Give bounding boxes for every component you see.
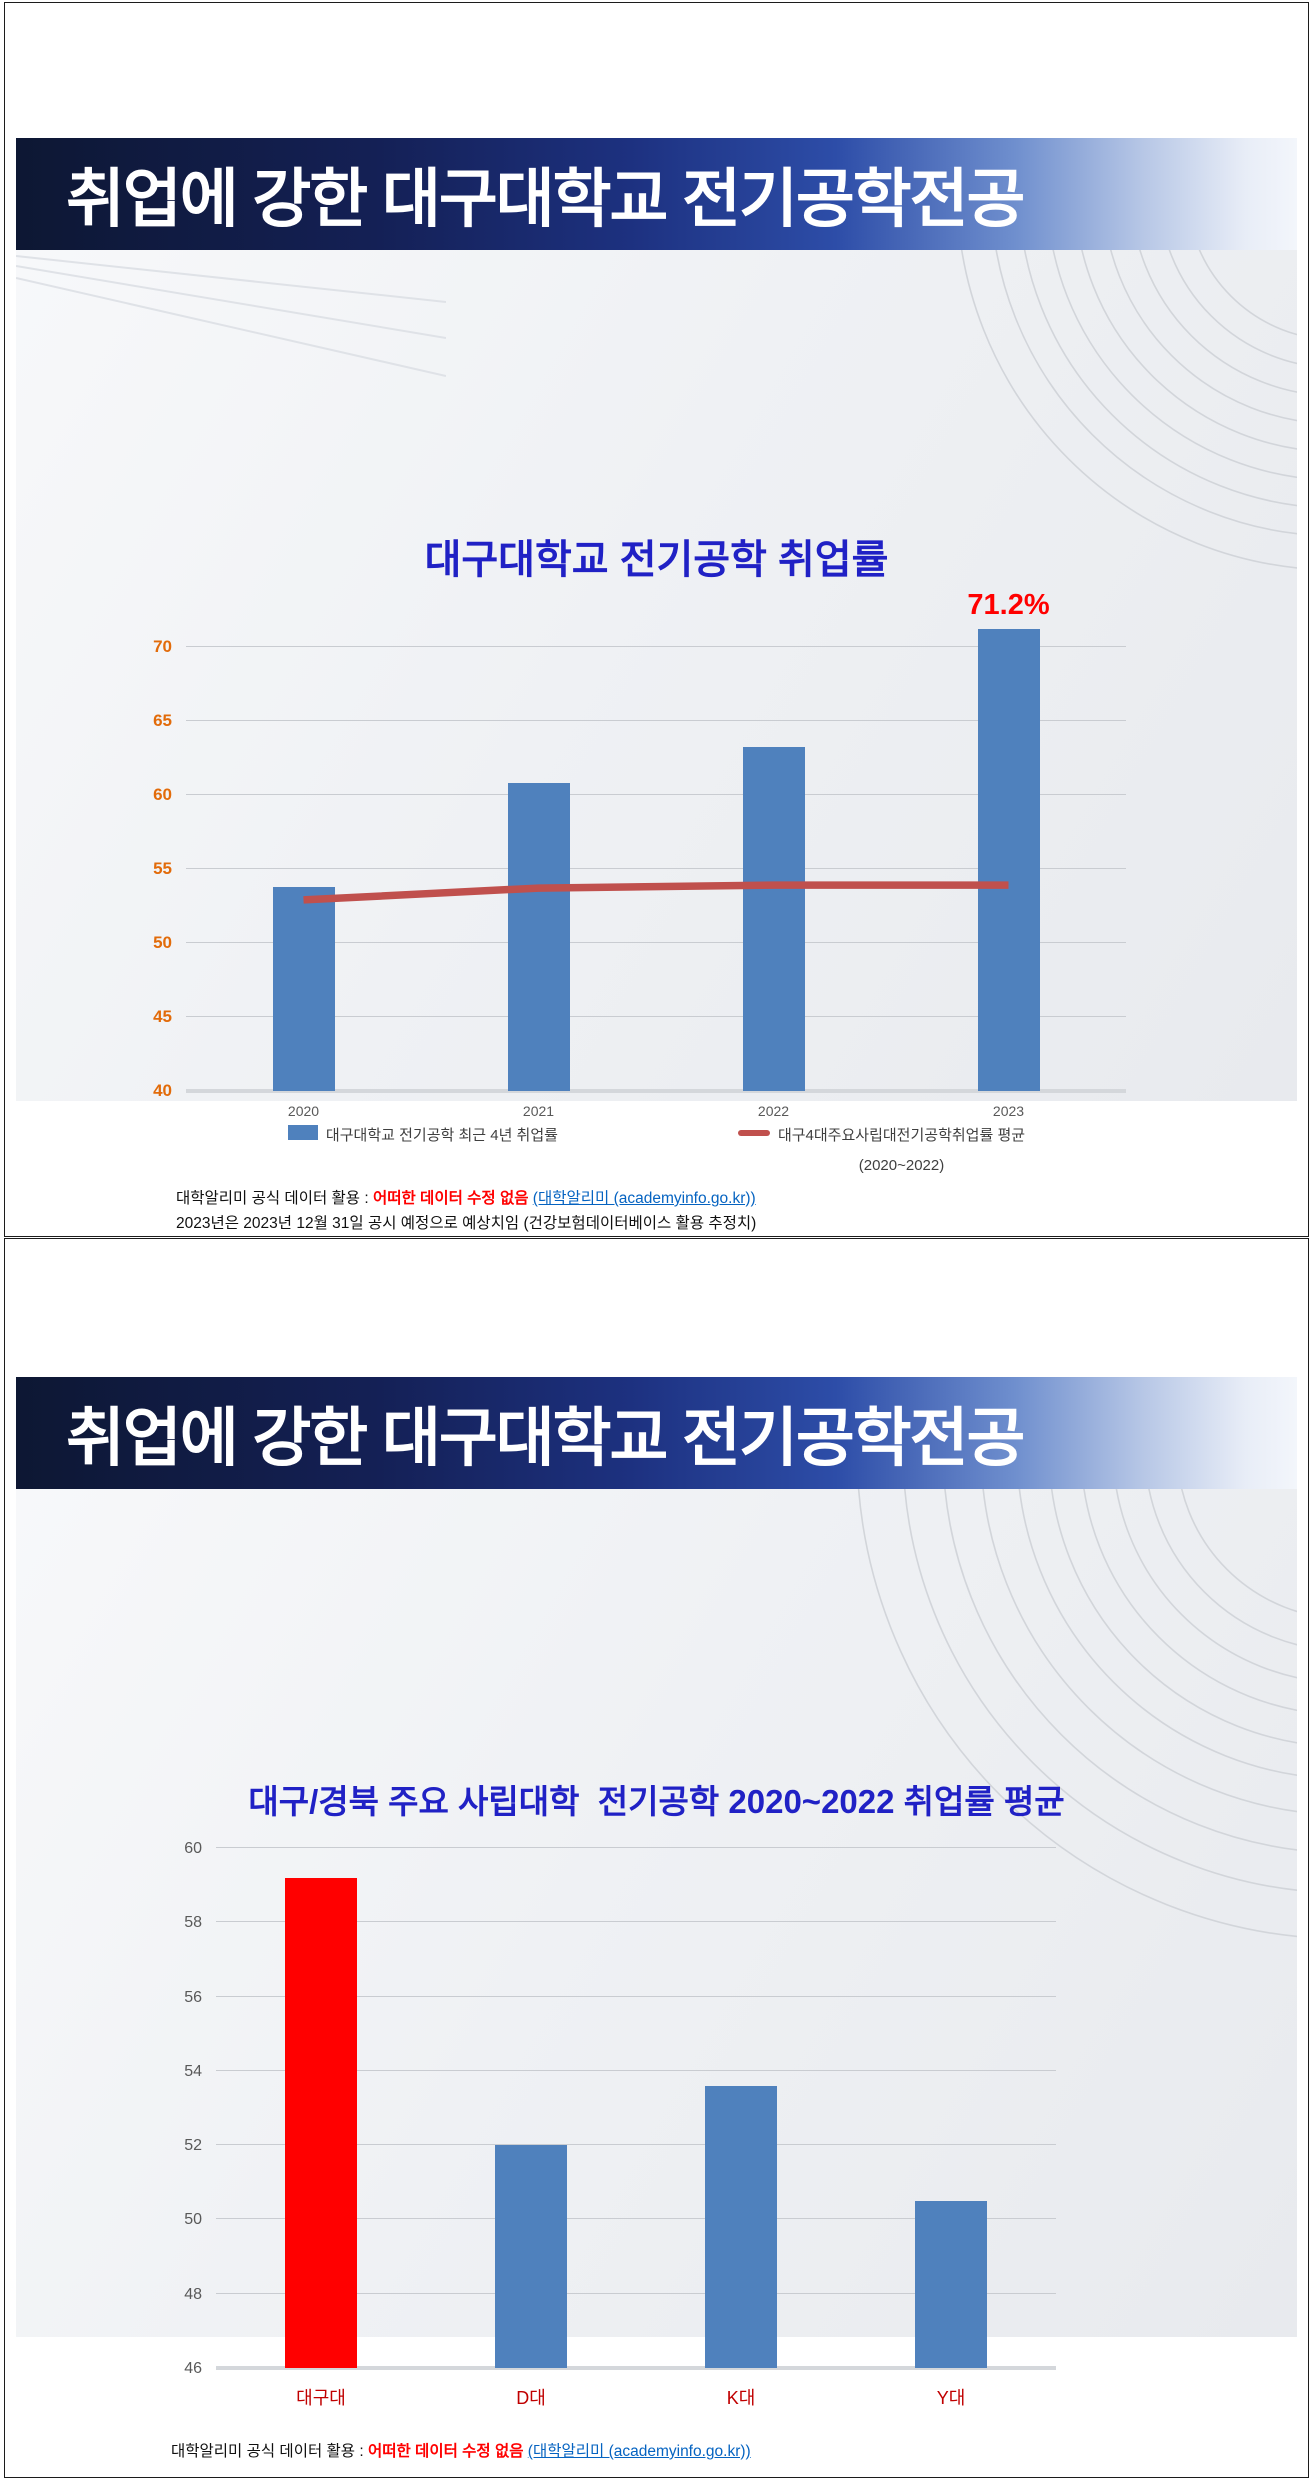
x-axis-tick-label: K대: [726, 2388, 756, 2408]
bar-Y대: [915, 2200, 987, 2368]
y-axis-tick-label: 65: [153, 710, 172, 730]
gridline: [186, 867, 1126, 869]
y-axis-tick-label: 55: [153, 858, 172, 878]
slide-1-footnote: 대학알리미 공식 데이터 활용 : 어떠한 데이터 수정 없음 (대학알리미 (…: [176, 1186, 756, 1236]
gridline: [216, 1921, 1056, 1923]
trend-line: [186, 617, 1126, 1091]
footnote-line-2: 2023년은 2023년 12월 31일 공시 예정으로 예상치임 (건강보험데…: [176, 1215, 757, 1232]
y-axis-tick-label: 40: [153, 1081, 172, 1100]
slide-2: 취업에 강한 대구대학교 전기공학전공 대구/경북 주요 사립대학 전기공학 2…: [4, 1238, 1309, 2478]
bar-2023: [977, 628, 1040, 1091]
x-axis-tick-label: 대구대: [296, 2388, 346, 2408]
line-series-swatch-icon: [737, 1130, 770, 1136]
footnote-no-edit-notice: 어떠한 데이터 수정 없음: [367, 2443, 528, 2460]
university-comparison-chart: 46 48 50 52 54 56 58 60 대구대 D대 K대 Y대: [184, 1837, 1056, 2408]
y-axis-tick-label: 46: [184, 2360, 202, 2377]
gridline: [216, 2144, 1056, 2146]
legend-item-bar-series: 대구대학교 전기공학 최근 4년 취업률: [287, 1124, 558, 1174]
y-axis-tick-label: 56: [184, 1988, 202, 2006]
bar-2021: [507, 782, 570, 1091]
slide-1: 취업에 강한 대구대학교 전기공학전공 대구대학교 전기공학: [4, 2, 1309, 1237]
y-axis-tick-label: 52: [184, 2137, 202, 2155]
footnote-line-1: 대학알리미 공식 데이터 활용 : 어떠한 데이터 수정 없음 (대학알리미 (…: [176, 1186, 756, 1211]
academyinfo-link[interactable]: (대학알리미 (academyinfo.go.kr)): [532, 1190, 756, 1207]
footnote-no-edit-notice: 어떠한 데이터 수정 없음: [372, 1190, 533, 1207]
y-axis-tick-label: 48: [184, 2285, 202, 2303]
slide-2-footnote: 대학알리미 공식 데이터 활용 : 어떠한 데이터 수정 없음 (대학알리미 (…: [171, 2439, 751, 2464]
chart-1-legend: 대구대학교 전기공학 최근 4년 취업률 대구4대주요사립대전기공학취업률 평균…: [16, 1124, 1297, 1174]
chart-2-title: 대구/경북 주요 사립대학 전기공학 2020~2022 취업률 평균: [248, 1783, 1065, 1820]
bar-K대: [705, 2085, 777, 2368]
gridline: [186, 793, 1126, 795]
y-axis-tick-label: 50: [184, 2211, 202, 2229]
bar-2022: [742, 747, 805, 1091]
x-axis-tick-label: 2022: [757, 1103, 790, 1119]
y-axis-tick-label: 60: [153, 784, 172, 804]
line-series-sublabel: (2020~2022): [858, 1157, 945, 1174]
slide-1-title-banner: 취업에 강한 대구대학교 전기공학전공: [16, 138, 1297, 250]
decorative-rays-icon: [16, 255, 446, 377]
gridline: [216, 2069, 1056, 2071]
bar-2020: [272, 886, 335, 1091]
y-axis-tick-label: 58: [184, 1914, 202, 1932]
gridline: [216, 1995, 1056, 1997]
x-axis-tick-label: 2021: [522, 1103, 555, 1119]
x-axis-tick-label: D대: [516, 2388, 546, 2408]
x-axis-tick-label: 2020: [287, 1103, 320, 1119]
footnote-source-text: 대학알리미 공식 데이터 활용 :: [176, 1190, 373, 1207]
x-axis-tick-label: Y대: [936, 2388, 966, 2408]
academyinfo-link[interactable]: (대학알리미 (academyinfo.go.kr)): [527, 2443, 751, 2460]
line-series-label: 대구4대주요사립대전기공학취업률 평균: [777, 1127, 1026, 1144]
employment-rate-trend-chart: 40 45 50 55 60 65 70 2020 2021 2022 2023 71.2%: [153, 589, 1126, 1119]
banner-title: 취업에 강한 대구대학교 전기공학전공: [66, 1402, 1025, 1474]
bar-series-swatch-icon: [287, 1125, 318, 1140]
footnote-source-text: 대학알리미 공식 데이터 활용 :: [171, 2443, 368, 2460]
bar-series-label: 대구대학교 전기공학 최근 4년 취업률: [325, 1127, 558, 1144]
banner-title: 취업에 강한 대구대학교 전기공학전공: [66, 163, 1025, 235]
gridline: [216, 1847, 1056, 1849]
gridline: [216, 2218, 1056, 2220]
gridline: [186, 645, 1126, 647]
y-axis-tick-label: 70: [153, 636, 172, 656]
x-axis-line: [186, 1089, 1126, 1093]
y-axis-tick-label: 54: [184, 2062, 202, 2080]
chart-1-title: 대구대학교 전기공학 취업률: [424, 538, 889, 582]
bar-대구대: [285, 1877, 357, 2368]
y-axis-tick-label: 60: [184, 1840, 202, 1858]
gridline: [186, 719, 1126, 721]
x-axis-line: [216, 2366, 1056, 2370]
bar-D대: [495, 2145, 567, 2368]
slide-1-content-area: 대구대학교 전기공학 취업률 40 45 50 55 60 65 70 2020 2021 202…: [16, 250, 1297, 1232]
legend-item-line-series: 대구4대주요사립대전기공학취업률 평균 (2020~2022): [737, 1124, 1026, 1174]
data-value-label: 71.2%: [967, 588, 1050, 621]
y-axis-tick-label: 50: [153, 932, 172, 952]
slide-2-title-banner: 취업에 강한 대구대학교 전기공학전공: [16, 1377, 1297, 1489]
slide-2-content-area: 대구/경북 주요 사립대학 전기공학 2020~2022 취업률 평균 46 48…: [16, 1489, 1297, 2460]
y-axis-tick-label: 45: [153, 1006, 172, 1026]
gridline: [216, 2292, 1056, 2294]
gridline: [186, 941, 1126, 943]
gridline: [186, 1015, 1126, 1017]
footnote-line-1: 대학알리미 공식 데이터 활용 : 어떠한 데이터 수정 없음 (대학알리미 (…: [171, 2439, 751, 2464]
x-axis-tick-label: 2023: [992, 1103, 1025, 1119]
